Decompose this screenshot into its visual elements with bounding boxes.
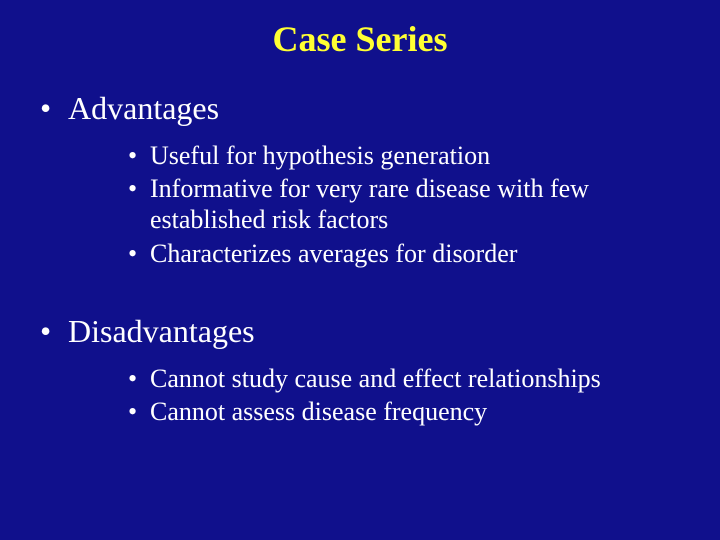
slide-title: Case Series <box>40 18 680 60</box>
bullet-label: Disadvantages <box>68 313 255 349</box>
bullet-label: Advantages <box>68 90 219 126</box>
bullet-advantages: Advantages Useful for hypothesis generat… <box>40 88 680 269</box>
spacer <box>40 291 680 311</box>
sub-bullet: Characterizes averages for disorder <box>128 238 680 269</box>
bullet-list-level2: Useful for hypothesis generation Informa… <box>68 140 680 269</box>
sub-bullet: Cannot assess disease frequency <box>128 396 680 427</box>
bullet-list-level2: Cannot study cause and effect relationsh… <box>68 363 680 427</box>
bullet-disadvantages: Disadvantages Cannot study cause and eff… <box>40 311 680 427</box>
bullet-list-level1: Advantages Useful for hypothesis generat… <box>40 88 680 269</box>
sub-bullet: Useful for hypothesis generation <box>128 140 680 171</box>
slide: Case Series Advantages Useful for hypoth… <box>0 0 720 540</box>
bullet-list-level1: Disadvantages Cannot study cause and eff… <box>40 311 680 427</box>
sub-bullet: Cannot study cause and effect relationsh… <box>128 363 680 394</box>
sub-bullet: Informative for very rare disease with f… <box>128 173 680 235</box>
